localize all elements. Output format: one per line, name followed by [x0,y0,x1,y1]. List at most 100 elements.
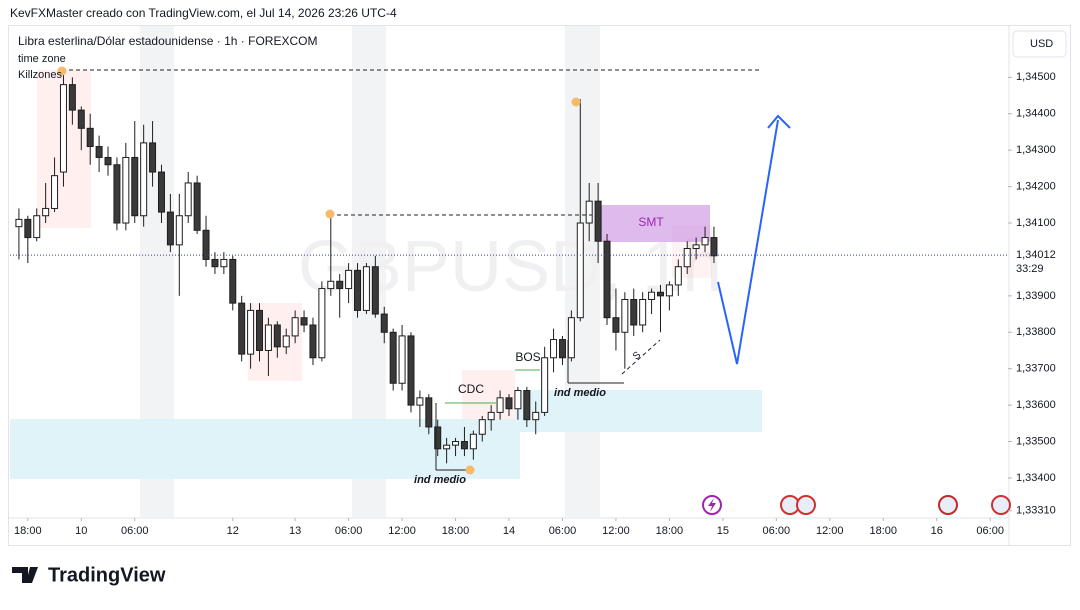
candle-body [576,222,584,319]
candle-body [140,142,148,217]
candle-body [104,156,112,166]
candle-body [354,269,362,311]
candle-body [594,200,602,242]
y-tick-label: 1,34200 [1016,181,1056,193]
candle-body [15,218,23,228]
smt-zone [600,205,710,242]
candle-body [434,426,442,450]
y-tick-label: 1,34400 [1016,108,1056,120]
x-tick-label: 12:00 [816,525,844,537]
y-tick-label: 1,33900 [1016,290,1056,302]
brand-logo [12,567,38,583]
brand: TradingView [48,564,166,586]
x-tick-label: 06:00 [335,525,363,537]
event-icon[interactable] [938,495,958,515]
event-icon[interactable] [991,495,1011,515]
annotation: ind medio [554,387,606,399]
candle-body [460,441,468,450]
event-icon-glyph [708,498,716,512]
candle-body [683,248,691,268]
candle-body [220,258,228,268]
candle-body [184,182,192,217]
candle-body [487,411,495,421]
y-tick-label: 1,33400 [1016,472,1056,484]
candle-body [193,182,201,231]
candle-body [113,164,121,224]
x-tick-label: 06:00 [976,525,1004,537]
candle-body [166,211,174,246]
candle-body [122,156,130,224]
x-tick-label: 10 [75,525,87,537]
candle-body [603,240,611,319]
candle-body [612,317,620,333]
indicator: time zone [18,53,66,65]
candle-body [656,291,664,297]
candle-body [585,200,593,224]
candle-body [523,390,531,421]
candle-body [95,146,103,158]
candle-body [407,335,415,406]
candle-body [567,317,575,359]
candle-body [77,109,85,129]
candle-body [674,266,682,286]
y-tick-label: 1,34300 [1016,144,1056,156]
x-tick-label: 18:00 [656,525,684,537]
x-tick-label: 06:00 [763,525,791,537]
x-tick-label: 12:00 [602,525,630,537]
ssl-line [621,339,661,375]
pivot-dot [571,97,581,107]
candle-body [558,339,566,359]
candle-body [639,298,647,326]
candle-body [318,288,326,359]
y-tick-label: 1,33500 [1016,435,1056,447]
x-tick-label: 16 [931,525,943,537]
pivot-dot [465,465,475,475]
candle-body [550,339,558,359]
annotation: SMT [638,215,664,229]
pivot-dot [57,66,67,76]
candle-body [59,84,67,173]
y-tick-label: 1,33800 [1016,326,1056,338]
demand-zone [515,390,762,432]
projection-arrow [717,114,791,365]
x-tick-label: 12:00 [388,525,416,537]
x-tick-label: 12 [227,525,239,537]
candle-body [327,280,335,290]
candle-body [211,258,219,268]
candle-body [665,284,673,297]
header: KevFXMaster creado con TradingView.com, … [10,6,397,20]
x-tick-label: 14 [503,525,515,537]
candle-body [478,419,486,435]
pivot-dot [325,209,335,219]
candle-body [247,309,255,355]
candle-body [514,390,522,410]
candle-body [452,441,460,446]
candle-body [648,291,656,300]
candle-body [282,335,290,348]
candle-body [202,229,210,260]
x-tick-label: 06:00 [121,525,149,537]
candle-body [541,357,549,413]
candle-body [273,324,281,348]
candle-body [131,156,139,217]
x-tick-label: 06:00 [549,525,577,537]
candle-body [710,237,718,257]
candle-body [362,266,370,311]
candle-body [175,215,183,246]
candle-body [389,331,397,384]
candle-body [149,142,157,173]
candle-body [33,215,41,239]
event-icon[interactable] [796,495,816,515]
currency-button[interactable] [1012,30,1067,58]
candle-body [336,280,344,290]
candle-body [425,397,433,428]
candle-body [24,218,32,239]
y-tick-label: 1,33600 [1016,399,1056,411]
y-tick-label: 1,33310 [1016,505,1056,517]
symbol-title: Libra esterlina/Dólar estadounidense · 1… [18,34,317,48]
candle-body [238,302,246,355]
candle-body [309,324,317,359]
candle-body [264,324,272,351]
y-tick-label: 1,33700 [1016,363,1056,375]
